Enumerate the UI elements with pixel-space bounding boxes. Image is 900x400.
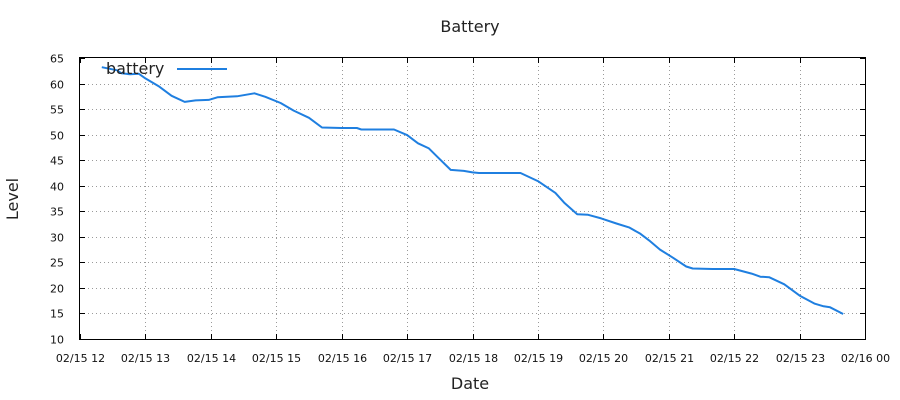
- x-tick-label: 02/15 13: [121, 352, 170, 365]
- x-tick-label: 02/15 12: [56, 352, 105, 365]
- y-tick-label: 25: [50, 257, 64, 270]
- x-axis-tick-labels: 02/15 12 02/15 13 02/15 14 02/15 15 02/15 16…: [56, 352, 890, 365]
- x-tick-label: 02/15 22: [710, 352, 759, 365]
- y-tick-label: 20: [50, 283, 64, 296]
- x-tick-label: 02/15 18: [449, 352, 498, 365]
- y-tick-label: 65: [50, 53, 64, 66]
- y-tick-label: 60: [50, 79, 64, 92]
- chart-title: Battery: [440, 17, 499, 36]
- x-tick-label: 02/15 15: [252, 352, 301, 365]
- x-tick-label: 02/15 23: [776, 352, 825, 365]
- y-tick-label: 55: [50, 104, 64, 117]
- plot-frame: [79, 57, 866, 340]
- x-tick-label: 02/15 21: [645, 352, 694, 365]
- series-lines: [101, 66, 844, 315]
- y-tick-label: 40: [50, 181, 64, 194]
- y-axis-label: Level: [3, 178, 22, 220]
- x-tick-label: 02/15 16: [318, 352, 367, 365]
- x-tick-label: 02/16 00: [841, 352, 890, 365]
- x-axis-label: Date: [451, 374, 489, 393]
- legend: battery: [106, 59, 227, 78]
- y-tick-label: 50: [50, 130, 64, 143]
- y-tick-label: 30: [50, 232, 64, 245]
- y-tick-label: 10: [50, 334, 64, 347]
- x-tick-label: 02/15 14: [187, 352, 236, 365]
- y-axis-tick-labels: 10 15 20 25 30 35 40 45 50 55 60 65: [50, 53, 64, 347]
- x-tick-label: 02/15 17: [383, 352, 432, 365]
- x-tick-label: 02/15 20: [579, 352, 628, 365]
- axis-ticks: [80, 58, 866, 340]
- y-tick-label: 45: [50, 155, 64, 168]
- grid-lines: [80, 58, 865, 339]
- y-tick-label: 35: [50, 206, 64, 219]
- series-line-battery: [101, 66, 844, 315]
- x-tick-label: 02/15 19: [514, 352, 563, 365]
- y-tick-label: 15: [50, 308, 64, 321]
- legend-label-battery: battery: [106, 59, 164, 78]
